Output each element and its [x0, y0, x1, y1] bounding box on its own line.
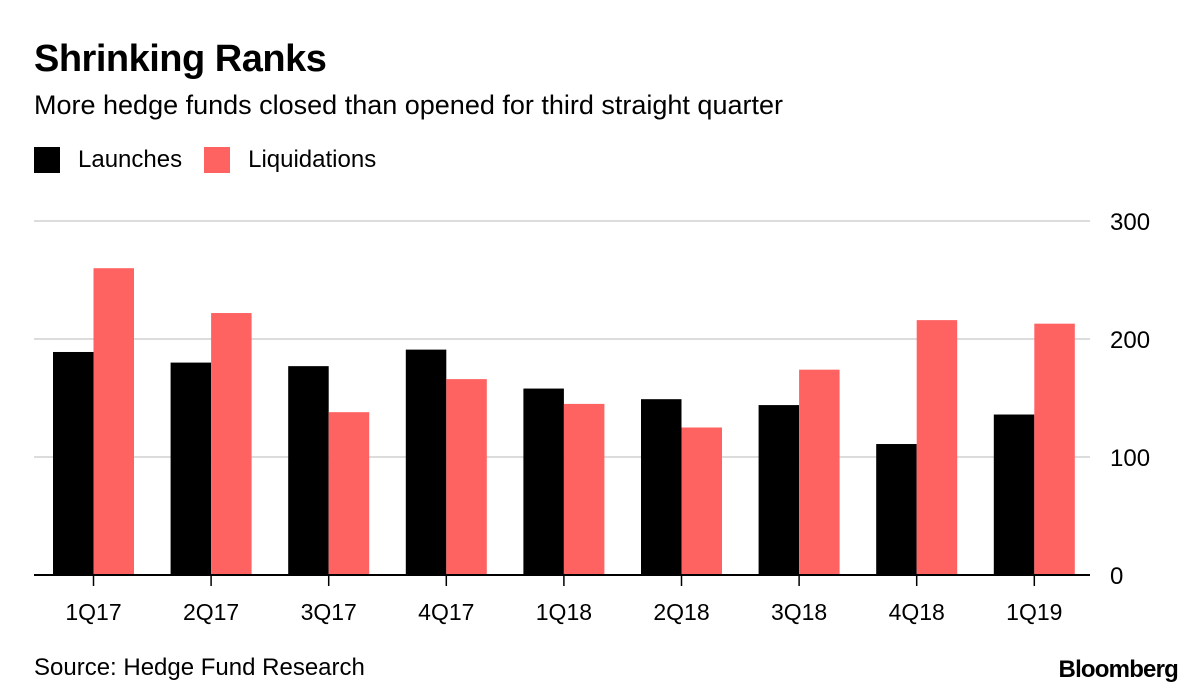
bar-launches-1Q17 [53, 351, 94, 575]
bar-launches-2Q18 [641, 399, 682, 575]
legend-swatch-liquidations [204, 147, 231, 173]
bar-liquidations-4Q17 [446, 379, 487, 575]
y-tick-label-100: 100 [1110, 445, 1150, 472]
x-tick-label-1Q19: 1Q19 [1006, 599, 1062, 625]
bar-launches-1Q18 [523, 388, 564, 575]
bar-launches-3Q17 [288, 366, 329, 575]
bar-liquidations-1Q19 [1034, 323, 1075, 575]
bar-liquidations-1Q17 [93, 268, 134, 575]
bar-liquidations-3Q17 [328, 412, 370, 575]
y-tick-label-300: 300 [1110, 209, 1150, 236]
legend-item-liquidations: Liquidations [204, 146, 376, 174]
y-tick-label-0: 0 [1110, 563, 1123, 590]
brand-logo: Bloomberg [1058, 656, 1179, 683]
bar-launches-1Q19 [993, 414, 1035, 575]
x-tick-label-1Q17: 1Q17 [65, 599, 121, 625]
bar-liquidations-1Q18 [563, 403, 605, 575]
bar-liquidations-2Q18 [681, 427, 722, 575]
legend-label-liquidations: Liquidations [248, 146, 377, 173]
x-tick-label-3Q17: 3Q17 [301, 599, 357, 625]
x-tick-label-3Q18: 3Q18 [771, 599, 827, 625]
bar-liquidations-3Q18 [799, 369, 840, 575]
x-tick-label-1Q18: 1Q18 [536, 599, 592, 625]
x-tick-label-4Q18: 4Q18 [889, 599, 945, 625]
y-tick-label-200: 200 [1110, 327, 1150, 354]
legend-item-launches: Launches [34, 146, 182, 174]
legend: Launches Liquidations [34, 146, 398, 174]
chart-title: Shrinking Ranks [34, 38, 327, 80]
chart-subtitle: More hedge funds closed than opened for … [34, 90, 783, 120]
bar-launches-2Q17 [170, 362, 212, 575]
source-note: Source: Hedge Fund Research [34, 654, 365, 681]
bar-launches-4Q17 [405, 349, 447, 575]
legend-swatch-launches [34, 147, 60, 173]
bar-liquidations-4Q18 [916, 320, 958, 575]
bar-liquidations-2Q17 [211, 313, 252, 575]
legend-label-launches: Launches [78, 146, 183, 173]
x-tick-label-4Q17: 4Q17 [418, 599, 474, 625]
x-tick-label-2Q18: 2Q18 [653, 599, 709, 625]
x-tick-label-2Q17: 2Q17 [183, 599, 239, 625]
bar-launches-4Q18 [876, 444, 917, 575]
bar-launches-3Q18 [758, 405, 800, 575]
